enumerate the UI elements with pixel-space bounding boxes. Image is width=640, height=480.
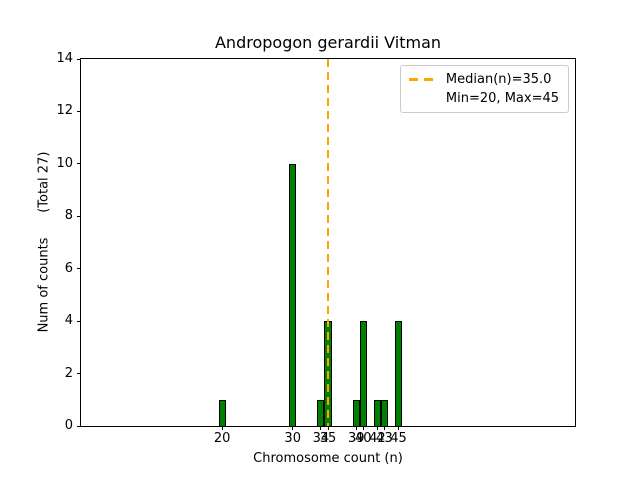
x-tick-label-35: 35 [319, 431, 337, 446]
x-tick-label-42: 42 [369, 431, 386, 446]
y-tick-6 [77, 268, 81, 270]
x-tick-40 [362, 426, 364, 430]
y-tick-label-2: 2 [64, 365, 73, 381]
legend-entry-minmax: Min=20, Max=45 [409, 89, 559, 108]
y-tick-label-10: 10 [56, 155, 73, 171]
x-tick-34 [320, 426, 322, 430]
x-tick-label-45: 45 [390, 431, 407, 446]
x-axis-label: Chromosome count (n) [253, 451, 403, 466]
y-tick-label-0: 0 [64, 417, 73, 433]
y-tick-8 [77, 215, 81, 217]
empty-swatch [409, 97, 436, 100]
bar-40 [359, 321, 367, 426]
x-tick-43 [383, 426, 385, 430]
y-tick-label-12: 12 [56, 103, 73, 119]
x-tick-39 [355, 426, 357, 430]
bar-39 [352, 399, 360, 426]
x-tick-30 [292, 426, 294, 430]
y-tick-label-6: 6 [64, 260, 73, 276]
legend-label-minmax: Min=20, Max=45 [445, 91, 559, 106]
y-tick-label-14: 14 [56, 50, 73, 66]
y-tick-10 [77, 163, 81, 165]
x-tick-35 [327, 426, 329, 430]
x-tick-label-34: 34 [312, 431, 330, 446]
plot-area: Median(n)=35.0 Min=20, Max=45 20 30 34 35 39… [56, 51, 576, 446]
bar-43 [380, 399, 388, 426]
x-tick-label-40: 40 [355, 431, 372, 446]
x-tick-20 [221, 426, 223, 430]
chart-title: Andropogon gerardii Vitman [214, 33, 442, 52]
x-tick-label-39: 39 [347, 431, 365, 446]
median-line [327, 59, 329, 426]
legend-entry-median: Median(n)=35.0 [408, 70, 559, 89]
x-tick-45 [398, 426, 400, 430]
y-tick-label-4: 4 [64, 312, 73, 328]
y-tick-0 [77, 425, 81, 427]
bar-30 [289, 163, 297, 426]
bar-34 [317, 399, 325, 426]
y-tick-2 [77, 373, 81, 375]
x-tick-label-43: 43 [376, 431, 393, 446]
x-tick-label-30: 30 [284, 431, 301, 446]
bar-42 [373, 399, 381, 426]
y-tick-4 [77, 320, 81, 322]
median-dashed-line-swatch [408, 78, 436, 81]
x-tick-label-20: 20 [213, 431, 231, 446]
x-tick-42 [376, 426, 378, 430]
y-tick-12 [77, 110, 81, 112]
bar-45 [395, 321, 403, 426]
y-tick-14 [77, 58, 81, 60]
legend-label-median: Median(n)=35.0 [445, 72, 552, 87]
y-tick-label-8: 8 [64, 208, 73, 224]
legend: Median(n)=35.0 Min=20, Max=45 [399, 65, 569, 113]
bar-20 [218, 399, 226, 426]
y-axis-label: Num of counts (Total 27) [36, 151, 52, 333]
